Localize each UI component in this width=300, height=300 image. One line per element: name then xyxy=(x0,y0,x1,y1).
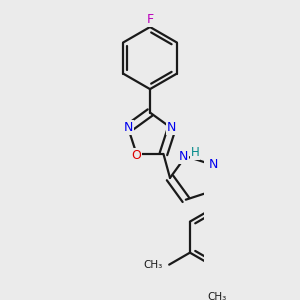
Text: H: H xyxy=(191,146,200,159)
Text: CH₃: CH₃ xyxy=(207,292,226,300)
Text: O: O xyxy=(132,148,142,161)
Text: N: N xyxy=(167,121,176,134)
Text: N: N xyxy=(209,158,218,171)
Text: N: N xyxy=(124,121,133,134)
Text: N: N xyxy=(179,150,188,163)
Text: F: F xyxy=(146,13,154,26)
Text: CH₃: CH₃ xyxy=(143,260,163,270)
